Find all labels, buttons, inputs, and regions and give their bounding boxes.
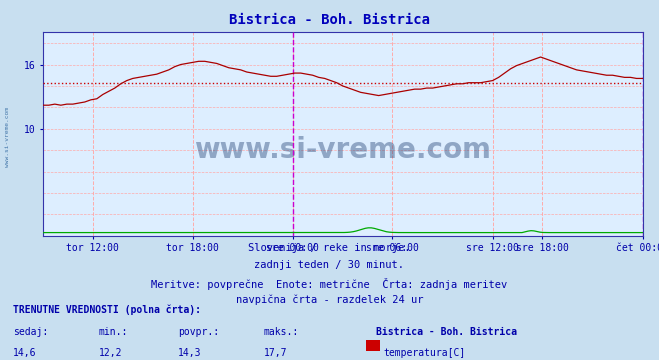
Text: 12,2: 12,2 [99,348,123,358]
Text: Bistrica - Boh. Bistrica: Bistrica - Boh. Bistrica [376,327,517,337]
Text: 17,7: 17,7 [264,348,287,358]
Text: sedaj:: sedaj: [13,327,48,337]
Text: www.si-vreme.com: www.si-vreme.com [5,107,11,167]
Text: 14,6: 14,6 [13,348,37,358]
Text: Slovenija / reke in morje.: Slovenija / reke in morje. [248,243,411,253]
Text: Meritve: povprečne  Enote: metrične  Črta: zadnja meritev: Meritve: povprečne Enote: metrične Črta:… [152,278,507,289]
Text: 14,3: 14,3 [178,348,202,358]
Text: min.:: min.: [99,327,129,337]
Text: zadnji teden / 30 minut.: zadnji teden / 30 minut. [254,260,405,270]
Text: TRENUTNE VREDNOSTI (polna črta):: TRENUTNE VREDNOSTI (polna črta): [13,304,201,315]
Text: navpična črta - razdelek 24 ur: navpična črta - razdelek 24 ur [236,295,423,305]
Text: Bistrica - Boh. Bistrica: Bistrica - Boh. Bistrica [229,13,430,27]
Text: temperatura[C]: temperatura[C] [384,348,466,358]
Text: povpr.:: povpr.: [178,327,219,337]
Text: www.si-vreme.com: www.si-vreme.com [194,136,491,165]
Text: maks.:: maks.: [264,327,299,337]
